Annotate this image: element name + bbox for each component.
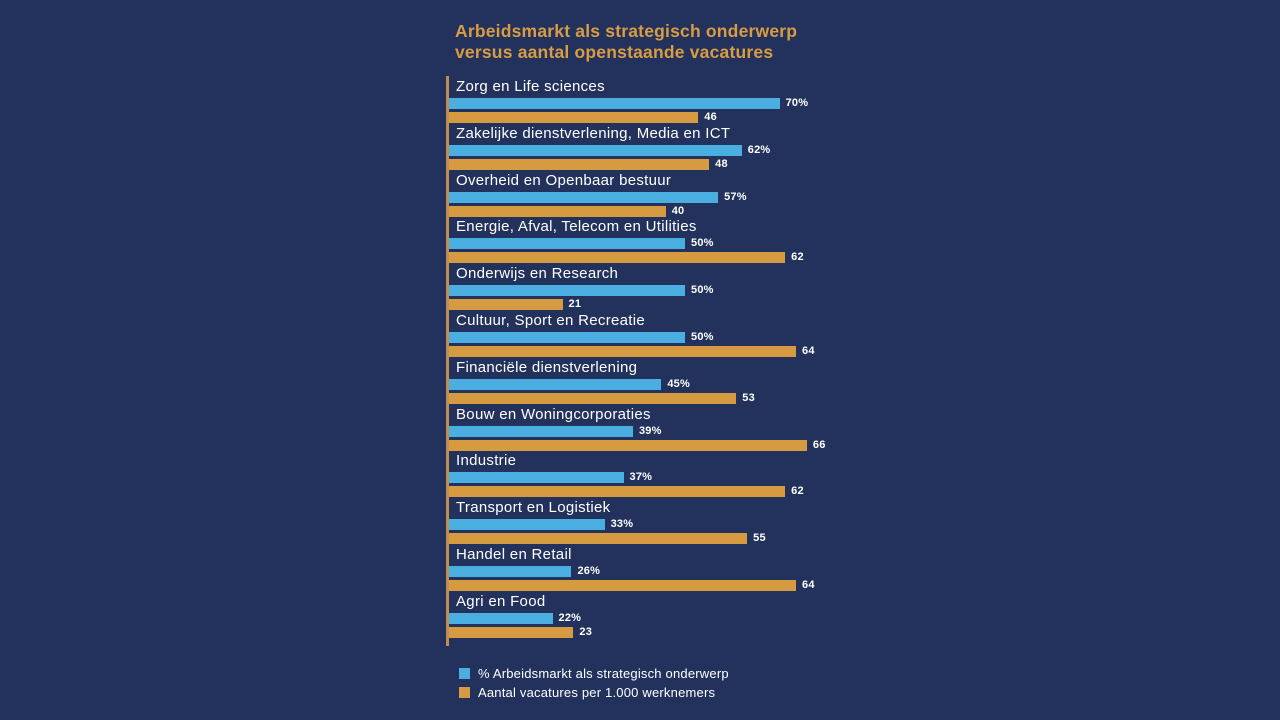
chart-title: Arbeidsmarkt als strategisch onderwerp v… — [455, 21, 798, 62]
bar-vacatures — [448, 205, 666, 217]
chart-row: Zorg en Life sciences 70% 46 — [446, 78, 886, 125]
legend: % Arbeidsmarkt als strategisch onderwerp… — [459, 664, 729, 702]
value-label: 62 — [791, 251, 804, 264]
chart-row: Zakelijke dienstverlening, Media en ICT 6… — [446, 125, 886, 172]
bar-vacatures — [448, 392, 737, 404]
chart-row: Onderwijs en Research 50% 21 — [446, 265, 886, 312]
value-label: 26% — [577, 565, 601, 577]
chart-row: Industrie 37% 62 — [446, 452, 886, 499]
chart-row: Overheid en Openbaar bestuur 57% 40 — [446, 172, 886, 219]
chart-row: Transport en Logistiek 33% 55 — [446, 499, 886, 546]
legend-item-pct: % Arbeidsmarkt als strategisch onderwerp — [459, 664, 729, 683]
bar-vacatures — [448, 346, 797, 357]
legend-label: % Arbeidsmarkt als strategisch onderwerp — [478, 666, 729, 681]
bar-percentage — [448, 144, 742, 156]
bar-vacatures — [448, 580, 797, 591]
chart-row: Cultuur, Sport en Recreatie 50% 64 — [446, 312, 886, 359]
value-label: 21 — [568, 298, 582, 311]
category-label: Zakelijke dienstverlening, Media en ICT — [456, 124, 731, 142]
bar-chart: Zorg en Life sciences 70% 46 Zakelijke dien… — [446, 76, 886, 653]
value-label: 50% — [691, 331, 714, 343]
value-label: 39% — [638, 424, 662, 437]
category-label: Industrie — [456, 452, 517, 470]
category-label: Zorg en Life sciences — [456, 78, 605, 95]
category-label: Onderwijs en Research — [456, 265, 619, 283]
y-axis-line — [446, 76, 449, 646]
category-label: Overheid en Openbaar bestuur — [456, 171, 672, 189]
value-label: 53 — [742, 391, 755, 404]
chart-row: Energie, Afval, Telecom en Utilities 50% 6… — [446, 218, 886, 265]
bar-vacatures — [448, 252, 786, 264]
value-label: 48 — [715, 157, 728, 170]
bar-vacatures — [448, 533, 748, 545]
bar-percentage — [448, 472, 624, 484]
category-label: Energie, Afval, Telecom en Utilities — [456, 218, 697, 236]
value-label: 37% — [629, 471, 653, 484]
bar-percentage — [448, 566, 572, 577]
value-label: 70% — [785, 97, 809, 109]
bar-percentage — [448, 98, 780, 109]
value-label: 40 — [671, 204, 685, 217]
value-label: 50% — [691, 284, 714, 297]
bar-vacatures — [448, 158, 710, 170]
chart-row: Bouw en Woningcorporaties 39% 66 — [446, 406, 886, 453]
bar-percentage — [448, 332, 685, 343]
chart-row: Handel en Retail 26% 64 — [446, 546, 886, 593]
value-label: 33% — [610, 518, 634, 531]
value-label: 57% — [724, 190, 747, 203]
category-label: Bouw en Woningcorporaties — [456, 405, 651, 423]
bar-percentage — [448, 285, 685, 297]
bar-vacatures — [448, 299, 563, 311]
bar-percentage — [448, 519, 605, 531]
value-label: 62 — [791, 485, 804, 498]
legend-swatch-blue-icon — [459, 668, 470, 679]
value-label: 64 — [802, 345, 815, 357]
bar-vacatures — [448, 626, 574, 638]
value-label: 55 — [753, 532, 766, 545]
category-label: Agri en Food — [456, 592, 546, 610]
value-label: 23 — [579, 625, 593, 638]
bar-vacatures — [448, 486, 786, 498]
bar-vacatures — [448, 439, 807, 451]
bar-vacatures — [448, 112, 699, 123]
category-label: Financiële dienstverlening — [456, 358, 638, 376]
bar-percentage — [448, 425, 633, 437]
category-label: Handel en Retail — [456, 546, 572, 563]
chart-row: Financiële dienstverlening 45% 53 — [446, 359, 886, 406]
bar-percentage — [448, 378, 662, 390]
value-label: 45% — [667, 377, 690, 390]
category-label: Transport en Logistiek — [456, 499, 611, 517]
bar-percentage — [448, 191, 719, 203]
bar-percentage — [448, 238, 685, 250]
value-label: 50% — [691, 237, 714, 250]
legend-label: Aantal vacatures per 1.000 werknemers — [478, 685, 716, 700]
value-label: 62% — [747, 143, 771, 156]
bar-percentage — [448, 612, 553, 624]
legend-swatch-orange-icon — [459, 687, 470, 698]
legend-item-vacatures: Aantal vacatures per 1.000 werknemers — [459, 683, 729, 702]
category-label: Cultuur, Sport en Recreatie — [456, 312, 646, 329]
chart-row: Agri en Food 22% 23 — [446, 593, 886, 640]
value-label: 22% — [558, 611, 582, 624]
value-label: 46 — [704, 111, 717, 123]
value-label: 64 — [802, 579, 815, 591]
value-label: 66 — [812, 438, 826, 451]
